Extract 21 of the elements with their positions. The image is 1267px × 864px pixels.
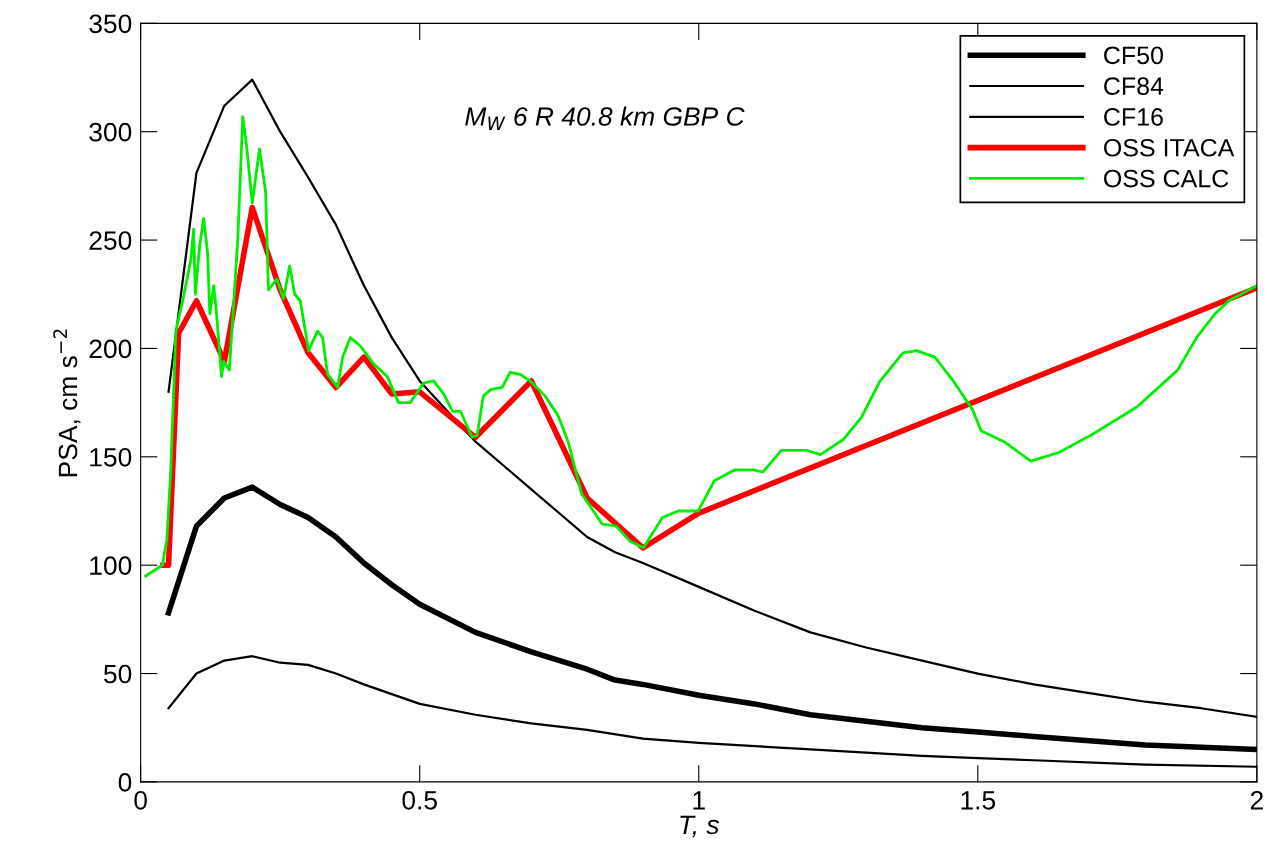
- legend-label: OSS ITACA: [1104, 138, 1235, 157]
- legend-label: CF50: [1104, 46, 1163, 65]
- y-axis-title: PSA, cm s$^{−2}$: [53, 329, 81, 477]
- legend-label: OSS CALC: [1104, 169, 1229, 188]
- x-axis-title: T, s: [680, 815, 719, 838]
- x-tick-label: 0: [134, 790, 147, 810]
- x-tick-label: 2: [1250, 790, 1263, 810]
- legend-label: CF16: [1104, 108, 1163, 126]
- y-tick-label: 0: [118, 773, 132, 792]
- y-tick-label: 200: [89, 339, 132, 359]
- y-tick-label: 100: [90, 556, 132, 575]
- x-tick-label: 1.5: [961, 791, 996, 810]
- y-tick-label: 50: [104, 664, 132, 684]
- legend-label: CF84: [1104, 77, 1164, 95]
- y-tick-label: 150: [90, 447, 132, 467]
- y-tick-label: 300: [89, 122, 132, 142]
- x-tick-label: 1: [693, 791, 705, 810]
- annotation: M$_{W}$ 6 R 40.8 km GBP C: [465, 106, 745, 130]
- x-tick-label: 0.5: [402, 790, 437, 810]
- y-tick-label: 250: [89, 231, 132, 250]
- y-tick-label: 350: [89, 14, 132, 34]
